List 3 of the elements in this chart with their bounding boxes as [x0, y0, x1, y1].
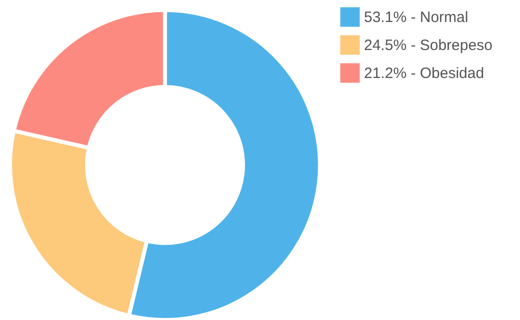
legend-label: 24.5% - Sobrepeso	[364, 37, 492, 54]
legend-label: 53.1% - Normal	[364, 9, 468, 26]
legend-label: 21.2% - Obesidad	[364, 65, 484, 82]
